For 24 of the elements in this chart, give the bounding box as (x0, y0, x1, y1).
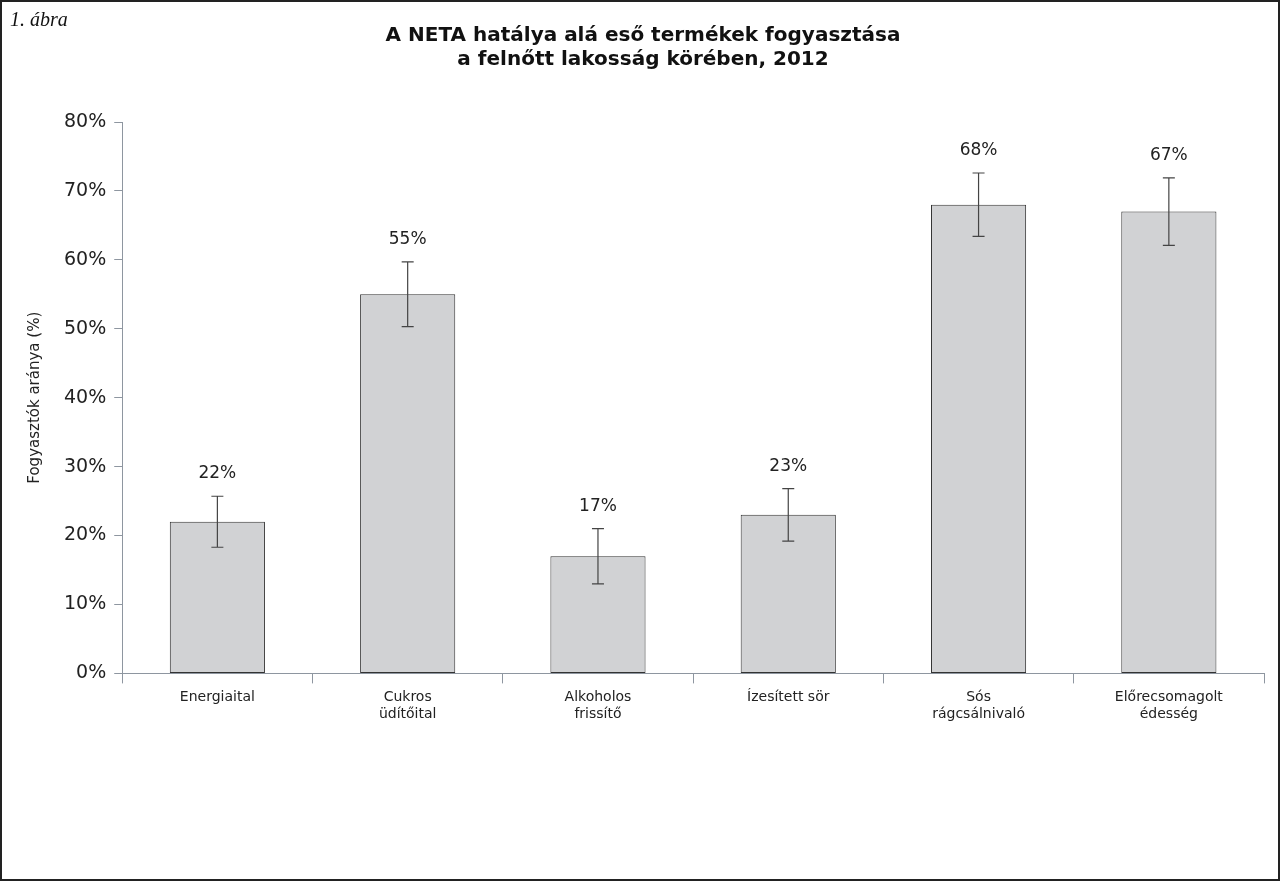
y-tick-label: 20% (64, 522, 107, 545)
x-tick-label: Ízesített sör (747, 688, 830, 705)
x-tick-label: Előrecsomagolt édesség (1114, 688, 1224, 722)
x-tick-label: Alkoholos frissítő (564, 688, 632, 722)
text: 1. ábra (10, 8, 68, 31)
data-label: 55% (388, 227, 427, 248)
data-label: 68% (959, 138, 998, 159)
data-label: 17% (579, 494, 617, 515)
data-label: 23% (769, 454, 808, 475)
data-label: 67% (1149, 143, 1188, 164)
y-tick-label: 80% (64, 108, 107, 131)
y-axis-title: Fogyasztók aránya (%) (24, 311, 43, 484)
chart-title: A NETA hatálya alá eső termékek fogyasztása a felnőtt lakosság körében, 2012 (385, 22, 901, 71)
data-label: 22% (198, 462, 237, 483)
y-tick-label: 40% (64, 384, 107, 407)
x-tick-label: Cukros üdítőital (378, 688, 437, 722)
y-tick-label: 0% (76, 660, 107, 683)
y-tick-label: 30% (64, 453, 107, 476)
x-tick-label: Sós rágcsálnivaló (932, 688, 1025, 722)
y-tick-label: 10% (64, 591, 107, 614)
y-tick-label: 70% (64, 177, 107, 200)
x-tick-label: Energiaital (179, 688, 255, 705)
y-tick-label: 60% (64, 246, 107, 269)
y-tick-label: 50% (64, 315, 107, 338)
